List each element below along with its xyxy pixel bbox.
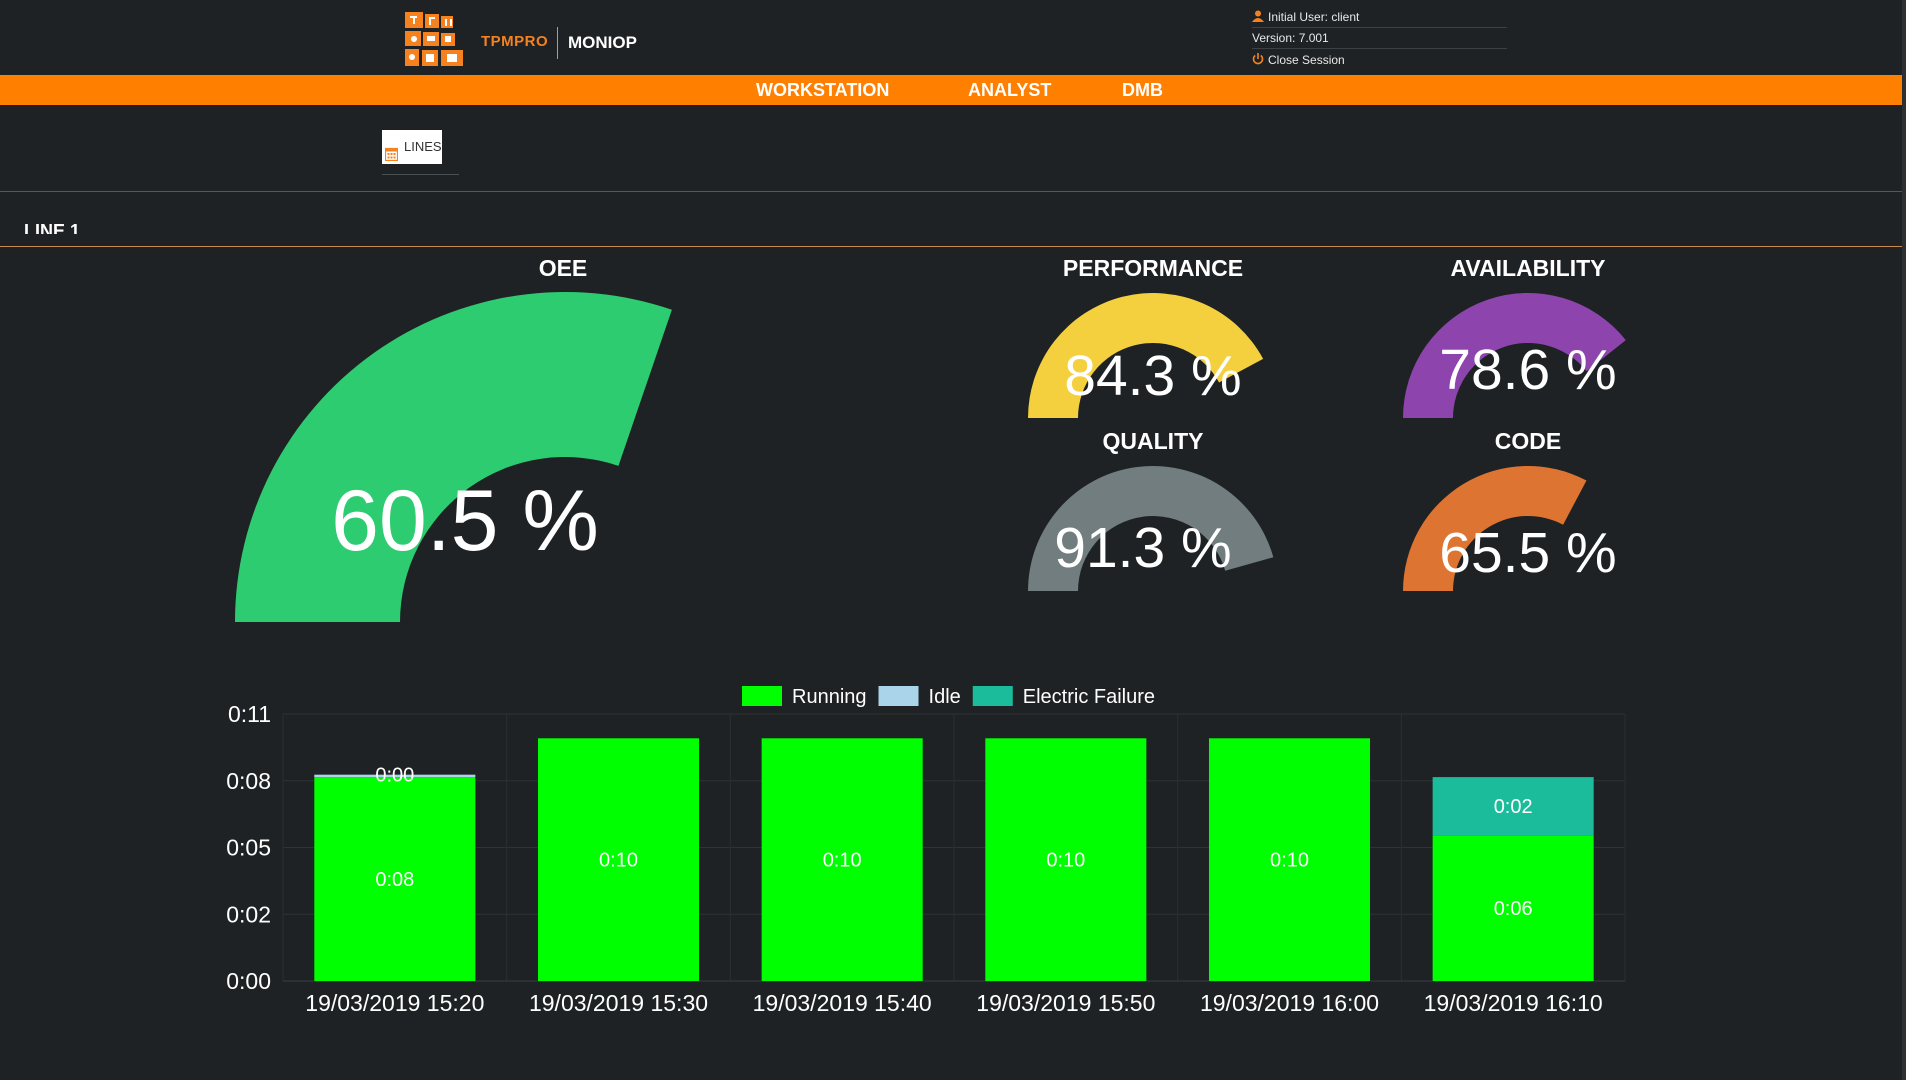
x-tick-label: 19/03/2019 15:40: [753, 990, 932, 1016]
quality-gauge-arc: [1028, 465, 1274, 591]
performance-title: PERFORMANCE: [1062, 255, 1244, 281]
performance-gauge-arc: [1028, 292, 1264, 418]
section-divider: [0, 191, 1906, 192]
tpmpro-logo: [405, 12, 469, 68]
oee-value: 60.5 %: [331, 473, 599, 569]
bar-running: [314, 777, 476, 981]
x-tick-label: 19/03/2019 15:20: [305, 990, 484, 1016]
y-tick-label: 0:02: [226, 901, 271, 927]
bar-data-label: 0:10: [599, 850, 638, 872]
availability-title: AVAILABILITY: [1450, 255, 1606, 281]
section-title: LINE 1: [24, 221, 81, 234]
brand-separator: [557, 27, 558, 59]
availability-gauge-arc: [1403, 293, 1626, 418]
chart-bars: 0:08 0:00 19/03/2019 15:20 0:10 19/03/2019 1…: [305, 738, 1603, 1016]
quality-value: 91.3 %: [1054, 516, 1232, 580]
code-title: CODE: [1494, 428, 1562, 454]
bar-data-label: 0:00: [375, 765, 414, 787]
app-name: MONIOP: [568, 33, 637, 52]
y-tick-label: 0:11: [228, 701, 271, 727]
bar-data-label: 0:02: [1494, 796, 1533, 818]
main-nav: [0, 75, 1906, 105]
x-tick-label: 19/03/2019 15:50: [976, 990, 1155, 1016]
chart-grid: 0:00 0:02 0:05 0:08 0:11: [226, 701, 1626, 994]
y-tick-label: 0:08: [226, 768, 271, 794]
brand-name: TPMPRO: [481, 33, 549, 50]
legend-swatch: [742, 686, 782, 706]
nav-item-analyst[interactable]: ANALYST: [968, 80, 1052, 100]
nav-item-workstation[interactable]: WORKSTATION: [756, 80, 890, 100]
bar-running: [1208, 738, 1371, 981]
lines-underline: [382, 174, 459, 175]
version-info: Version: 7.001: [1252, 28, 1507, 49]
nav-item-dmb[interactable]: DMB: [1122, 80, 1163, 100]
legend-label: Electric Failure: [1023, 686, 1155, 708]
bar-data-label: 0:10: [1046, 850, 1085, 872]
legend-label: Running: [792, 686, 867, 708]
legend-swatch: [878, 686, 919, 706]
bar-running: [985, 738, 1147, 981]
close-session-label: Close Session: [1268, 53, 1345, 67]
code-gauge-arc: [1403, 466, 1587, 591]
chart-legend: Running Idle Electric Failure: [742, 686, 1155, 708]
close-session-link[interactable]: Close Session: [1252, 50, 1507, 70]
bar-idle: [314, 774, 476, 778]
section-divider-orange: [0, 246, 1906, 247]
legend-label: Idle: [929, 686, 961, 708]
bar-running: [1432, 835, 1594, 981]
bar-running: [537, 738, 700, 981]
power-icon: [1252, 51, 1264, 71]
calendar-icon: [384, 140, 399, 162]
x-tick-label: 19/03/2019 16:00: [1200, 990, 1379, 1016]
version-label: Version: 7.001: [1252, 31, 1329, 45]
code-value: 65.5 %: [1439, 521, 1617, 585]
availability-value: 78.6 %: [1439, 338, 1617, 402]
oee-title: OEE: [538, 255, 588, 281]
bar-running: [761, 738, 923, 981]
lines-button-label: LINES: [404, 139, 442, 154]
oee-gauge-arc: [235, 291, 672, 622]
x-tick-label: 19/03/2019 15:30: [529, 990, 708, 1016]
quality-title: QUALITY: [1102, 428, 1204, 454]
lines-button[interactable]: LINES: [382, 130, 442, 164]
user-icon: [1252, 8, 1264, 28]
bar-data-label: 0:08: [375, 869, 414, 891]
user-label: Initial User: client: [1268, 10, 1360, 24]
y-tick-label: 0:05: [226, 835, 271, 861]
bar-data-label: 0:06: [1494, 898, 1533, 920]
page-scrollbar[interactable]: [1902, 0, 1906, 1080]
performance-value: 84.3 %: [1064, 344, 1242, 408]
bar-data-label: 0:10: [1270, 850, 1309, 872]
bar-data-label: 0:10: [823, 850, 862, 872]
user-info: Initial User: client: [1252, 7, 1507, 28]
bar-electric-failure: [1432, 777, 1594, 836]
y-tick-label: 0:00: [226, 968, 271, 994]
app-header: [0, 0, 1906, 75]
x-tick-label: 19/03/2019 16:10: [1424, 990, 1603, 1016]
legend-swatch: [972, 686, 1013, 706]
